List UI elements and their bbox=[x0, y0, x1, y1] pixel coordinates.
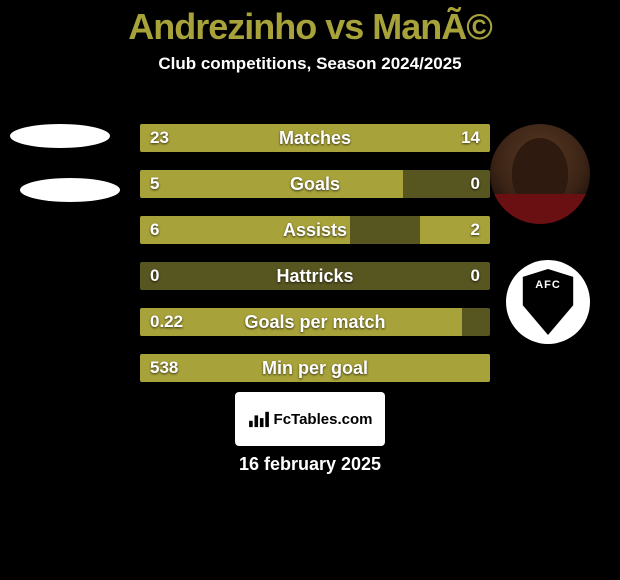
player-left-placeholder-1 bbox=[10, 124, 110, 148]
stat-row: 2314Matches bbox=[140, 124, 490, 152]
snapshot-date: 16 february 2025 bbox=[0, 454, 620, 475]
comparison-subtitle: Club competitions, Season 2024/2025 bbox=[0, 54, 620, 74]
stat-label: Assists bbox=[140, 216, 490, 244]
club-shield-icon: AFC bbox=[520, 269, 576, 335]
comparison-title: Andrezinho vs ManÃ© bbox=[0, 0, 620, 48]
stat-label: Matches bbox=[140, 124, 490, 152]
stat-row: 0.22Goals per match bbox=[140, 308, 490, 336]
site-name: FcTables.com bbox=[274, 411, 373, 428]
stat-row: 00Hattricks bbox=[140, 262, 490, 290]
chart-bars-icon bbox=[248, 410, 270, 428]
stat-label: Hattricks bbox=[140, 262, 490, 290]
stat-label: Goals bbox=[140, 170, 490, 198]
player-left-placeholder-2 bbox=[20, 178, 120, 202]
club-badge-letters: AFC bbox=[520, 279, 576, 291]
stat-label: Goals per match bbox=[140, 308, 490, 336]
stat-row: 62Assists bbox=[140, 216, 490, 244]
stat-row: 538Min per goal bbox=[140, 354, 490, 382]
stat-row: 50Goals bbox=[140, 170, 490, 198]
player-right-photo bbox=[490, 124, 590, 224]
club-badge: AFC bbox=[506, 260, 590, 344]
site-badge: FcTables.com bbox=[235, 392, 385, 446]
player-shirt-shape bbox=[490, 194, 590, 224]
stat-label: Min per goal bbox=[140, 354, 490, 382]
stats-container: 2314Matches 50Goals 62Assists 00Hattricks 0.… bbox=[140, 124, 490, 400]
